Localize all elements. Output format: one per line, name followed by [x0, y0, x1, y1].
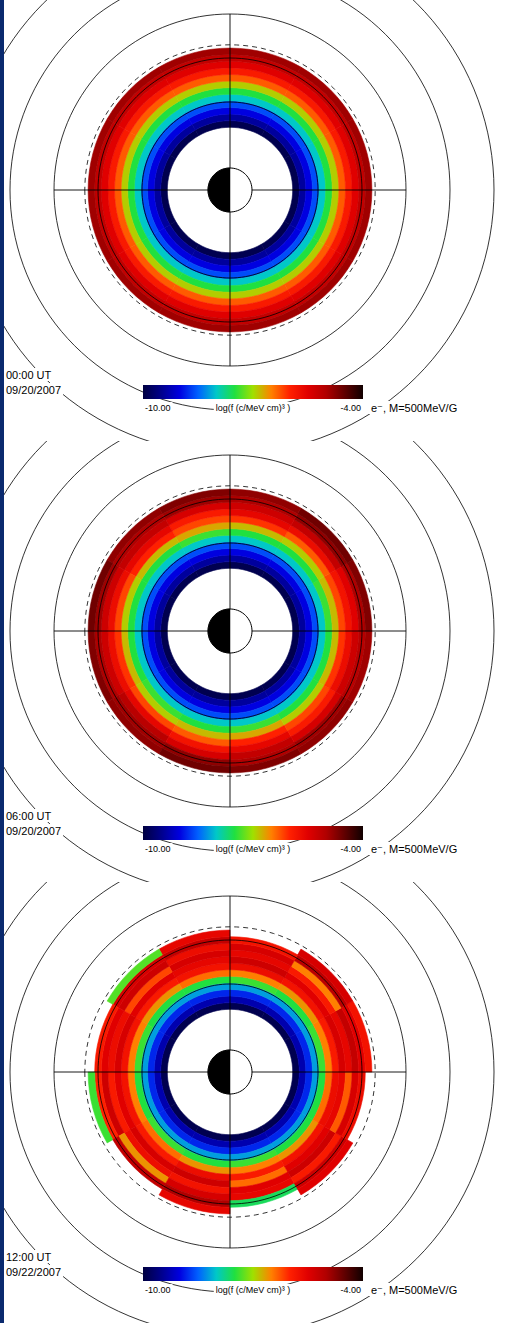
- svg-text:06:00 UT: 06:00 UT: [6, 810, 52, 822]
- svg-text:12:00 UT: 12:00 UT: [6, 1251, 52, 1263]
- svg-text:e⁻, M=500MeV/G: e⁻, M=500MeV/G: [371, 402, 457, 414]
- svg-text:e⁻, M=500MeV/G: e⁻, M=500MeV/G: [371, 843, 457, 855]
- svg-text:-10.00: -10.00: [145, 844, 171, 854]
- svg-text:09/20/2007: 09/20/2007: [6, 825, 61, 837]
- svg-text:log(f (c/MeV cm)³ ): log(f (c/MeV cm)³ ): [216, 844, 291, 854]
- svg-text:-10.00: -10.00: [145, 1285, 171, 1295]
- svg-text:09/20/2007: 09/20/2007: [6, 384, 61, 396]
- svg-text:log(f (c/MeV cm)³ ): log(f (c/MeV cm)³ ): [216, 1285, 291, 1295]
- svg-text:log(f (c/MeV cm)³ ): log(f (c/MeV cm)³ ): [216, 403, 291, 413]
- svg-text:09/22/2007: 09/22/2007: [6, 1266, 61, 1278]
- svg-text:e⁻, M=500MeV/G: e⁻, M=500MeV/G: [371, 1284, 457, 1296]
- svg-text:-4.00: -4.00: [340, 1285, 361, 1295]
- svg-text:-10.00: -10.00: [145, 403, 171, 413]
- svg-text:-4.00: -4.00: [340, 403, 361, 413]
- svg-text:00:00 UT: 00:00 UT: [6, 369, 52, 381]
- svg-text:-4.00: -4.00: [340, 844, 361, 854]
